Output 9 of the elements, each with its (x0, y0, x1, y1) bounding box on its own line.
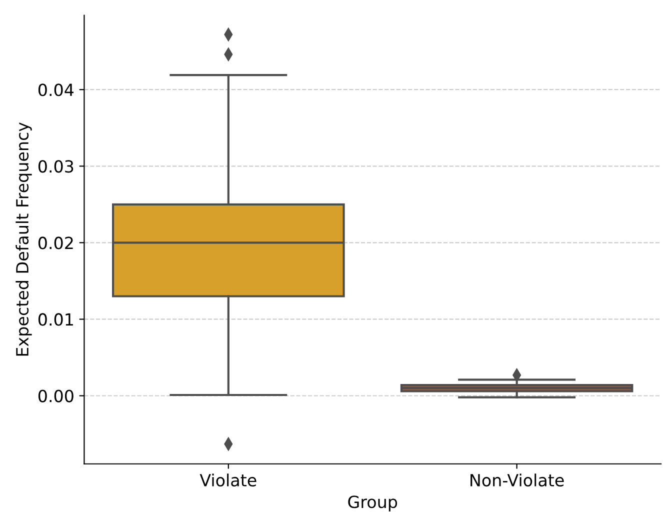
y-tick-label: 0.00 (38, 390, 74, 402)
x-tick-label: Non-Violate (470, 474, 564, 486)
y-tick-label: 0.01 (38, 313, 73, 326)
x-axis-title: Group (348, 496, 398, 512)
y-tick-label: 0.04 (38, 84, 74, 96)
x-tick-label: Violate (200, 474, 256, 486)
y-tick-label: 0.02 (38, 236, 73, 250)
y-tick-label: 0.03 (38, 160, 74, 173)
y-axis-title: Expected Default Frequency (16, 122, 32, 356)
